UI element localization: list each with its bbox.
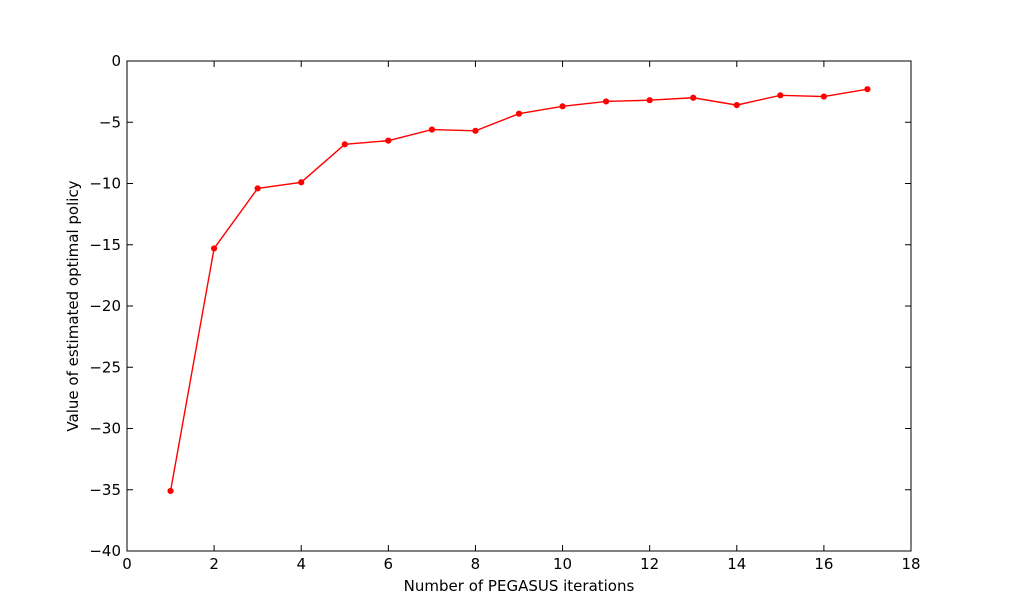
y-tick-label: −20	[89, 297, 121, 315]
y-tick-label: −30	[89, 420, 121, 438]
x-tick-label: 12	[640, 555, 659, 573]
plot-area	[127, 61, 911, 551]
plot-frame	[126, 60, 912, 552]
y-axis-label: Value of estimated optimal policy	[64, 180, 82, 431]
data-point	[864, 86, 871, 93]
data-point	[515, 110, 523, 117]
data-point	[777, 92, 784, 99]
y-tick-label: −10	[89, 175, 121, 193]
data-point	[167, 487, 174, 495]
tick-labels-layer: 0 2 4 6 8 10 12 14 16 18 0 −5 −10 −15 −20 −25 −30 −35 −40	[89, 52, 920, 573]
data-point	[341, 141, 348, 148]
y-tick-label: −40	[89, 542, 121, 560]
data-point	[820, 93, 827, 100]
data-point	[646, 97, 653, 104]
data-point	[385, 137, 392, 144]
x-tick-label: 8	[471, 555, 481, 573]
data-point	[559, 103, 566, 110]
x-tick-label: 4	[296, 555, 306, 573]
data-point	[690, 94, 697, 101]
data-point	[472, 127, 479, 134]
y-tick-label: 0	[111, 52, 121, 70]
y-tick-label: −35	[89, 481, 121, 499]
data-point	[254, 185, 261, 192]
x-tick-label: 2	[209, 555, 219, 573]
x-tick-label: 16	[814, 555, 833, 573]
x-axis-label: Number of PEGASUS iterations	[404, 577, 635, 595]
x-tick-label: 10	[553, 555, 572, 573]
data-point	[603, 98, 610, 105]
x-tick-label: 14	[727, 555, 746, 573]
series-layer	[167, 86, 871, 495]
data-point	[733, 102, 740, 109]
x-tick-label: 0	[122, 555, 132, 573]
y-tick-label: −15	[89, 236, 121, 254]
y-tick-label: −25	[89, 358, 121, 376]
x-tick-label: 6	[384, 555, 394, 573]
y-tick-label: −5	[99, 113, 121, 131]
data-point	[298, 179, 305, 186]
data-point	[211, 245, 218, 252]
x-tick-label: 18	[901, 555, 920, 573]
data-point	[428, 126, 435, 133]
